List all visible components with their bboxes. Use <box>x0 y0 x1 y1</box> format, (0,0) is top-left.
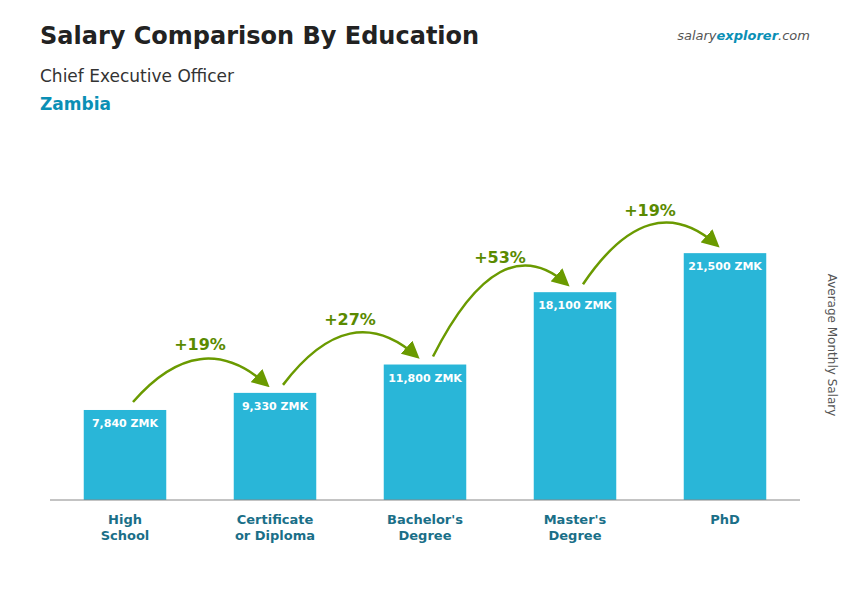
change-label: +19% <box>174 335 226 354</box>
x-tick-label: Bachelor'sDegree <box>387 512 463 543</box>
x-tick-label: Master'sDegree <box>544 512 607 543</box>
watermark: salaryexplorer.com <box>677 28 810 43</box>
baseline <box>50 500 800 501</box>
change-label: +19% <box>624 201 676 220</box>
value-label: 7,840 ZMK <box>92 417 159 430</box>
x-tick-label: Certificateor Diploma <box>235 512 315 543</box>
country: Zambia <box>40 94 111 114</box>
change-label: +27% <box>324 310 376 329</box>
change-arrow <box>133 359 267 402</box>
watermark-part: .com <box>778 28 810 43</box>
value-label: 9,330 ZMK <box>242 400 309 413</box>
subtitle: Chief Executive Officer <box>40 66 234 86</box>
change-label: +53% <box>474 248 526 267</box>
bars <box>84 253 767 500</box>
value-label: 18,100 ZMK <box>538 299 612 312</box>
value-label: 11,800 ZMK <box>388 372 462 385</box>
bar <box>84 410 167 500</box>
watermark-part: salary <box>677 28 717 43</box>
x-tick-label: HighSchool <box>101 512 150 543</box>
bar <box>534 292 617 500</box>
y-axis-label: Average Monthly Salary <box>825 274 839 417</box>
value-label: 21,500 ZMK <box>688 260 762 273</box>
bar <box>384 365 467 500</box>
bar <box>684 253 767 500</box>
chart: Salary Comparison By Education salaryexpl… <box>0 0 850 606</box>
watermark-part: explorer <box>717 28 780 43</box>
bar <box>234 393 317 500</box>
x-tick-label: PhD <box>710 512 740 527</box>
change-arrow <box>433 265 567 356</box>
change-arrow <box>583 223 717 285</box>
title: Salary Comparison By Education <box>40 22 479 50</box>
change-arrow <box>283 332 417 385</box>
